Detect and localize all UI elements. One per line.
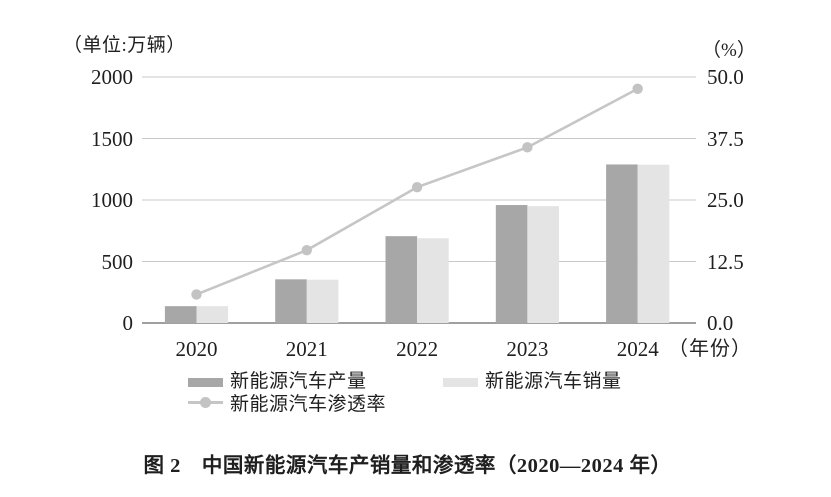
x-axis-tick-2020: 2020 — [175, 337, 218, 361]
bar-production-2020 — [164, 306, 197, 323]
bar-production-2023 — [495, 205, 528, 323]
right-axis-unit-label: （%） — [702, 40, 756, 61]
legend-label-production: 新能源汽车产量 — [230, 371, 367, 392]
penetration-marker-2023 — [522, 142, 533, 153]
left-axis-tick-0: 0 — [122, 311, 134, 335]
x-axis-tick-2024: 2024 — [616, 337, 659, 361]
legend-swatch-production-bar — [188, 378, 223, 387]
bar-sales-2020 — [196, 306, 229, 323]
chart-plot-area — [142, 76, 696, 324]
x-axis-tick-2022: 2022 — [396, 337, 439, 361]
left-axis-unit-label: （单位:万辆） — [63, 35, 186, 56]
bar-production-2022 — [385, 236, 418, 323]
right-axis-tick-12.5: 12.5 — [707, 249, 744, 274]
bar-sales-2021 — [306, 279, 339, 323]
legend-swatch-penetration-line — [188, 397, 223, 408]
penetration-marker-2021 — [301, 244, 312, 256]
legend-swatch-sales-bar — [443, 378, 478, 387]
x-axis-tick-2023: 2023 — [506, 337, 549, 361]
bar-production-2024 — [606, 164, 638, 323]
legend-label-sales: 新能源汽车销量 — [485, 371, 622, 392]
right-axis-tick-37.5: 37.5 — [707, 126, 744, 151]
bar-production-2021 — [275, 279, 307, 323]
legend-label-penetration: 新能源汽车渗透率 — [230, 394, 387, 415]
left-axis-tick-2000: 2000 — [91, 65, 133, 89]
left-axis-tick-1500: 1500 — [91, 126, 133, 151]
right-axis-tick-25.0: 25.0 — [707, 188, 744, 212]
legend-line-marker-icon — [200, 397, 211, 408]
right-axis-tick-50.0: 50.0 — [707, 65, 744, 89]
bar-sales-2022 — [417, 238, 449, 323]
penetration-marker-2022 — [411, 182, 423, 193]
bar-sales-2023 — [527, 206, 559, 323]
right-axis-tick-0.0: 0.0 — [707, 311, 734, 335]
left-axis-tick-1000: 1000 — [91, 188, 133, 212]
x-axis-tick-2021: 2021 — [285, 337, 328, 361]
penetration-marker-2024 — [632, 83, 643, 95]
x-axis-suffix-label: （年份） — [668, 338, 752, 360]
figure-caption: 图 2 中国新能源汽车产销量和渗透率（2020—2024 年） — [143, 455, 672, 477]
bar-sales-2024 — [637, 164, 670, 323]
penetration-marker-2020 — [191, 289, 202, 300]
left-axis-tick-500: 500 — [101, 249, 134, 274]
